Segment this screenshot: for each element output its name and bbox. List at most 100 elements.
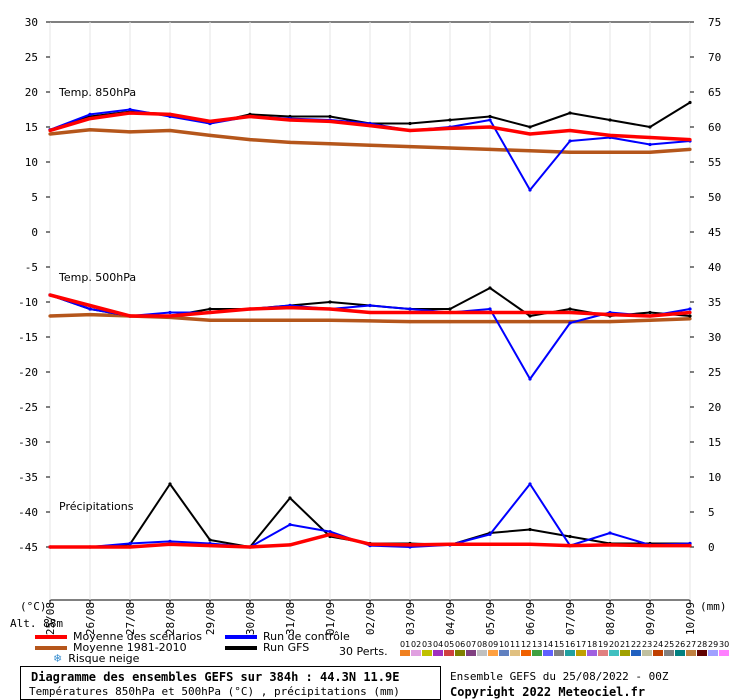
pert-id: 23 <box>642 640 653 649</box>
legend-clim: Moyenne 1981-2010 <box>35 641 187 654</box>
series-point <box>288 118 292 122</box>
right-tick-label: 40 <box>708 261 721 274</box>
legend-mean: Moyenne des scénarios <box>35 630 202 643</box>
series-point <box>688 147 692 151</box>
pert-swatch <box>653 650 663 656</box>
left-tick-label: -35 <box>18 471 38 484</box>
series-point <box>528 314 532 318</box>
pert-id: 18 <box>587 640 598 649</box>
series-point <box>608 133 612 137</box>
pert-id: 27 <box>686 640 697 649</box>
date-label: 09/09 <box>644 602 657 635</box>
left-tick-label: 10 <box>25 156 38 169</box>
pert-id: 13 <box>532 640 543 649</box>
series-point <box>648 135 652 140</box>
series-point <box>128 545 132 549</box>
pert-swatch <box>521 650 531 656</box>
date-label: 31/08 <box>284 602 297 635</box>
series-point <box>168 542 172 546</box>
series-point <box>48 128 52 133</box>
pert-id: 05 <box>444 640 455 649</box>
pert-swatch <box>675 650 685 656</box>
legend-gfs: Run GFS <box>225 641 309 654</box>
series-point <box>328 300 332 304</box>
series-point <box>488 307 492 311</box>
pert-id: 20 <box>609 640 620 649</box>
right-unit: (mm) <box>700 600 727 613</box>
pert-swatch <box>477 650 487 656</box>
pert-id: 10 <box>499 640 510 649</box>
series-point <box>288 543 292 547</box>
date-label: 04/09 <box>444 602 457 635</box>
right-tick-label: 75 <box>708 16 721 29</box>
series-point <box>128 130 132 134</box>
series-point <box>568 310 572 315</box>
series-point <box>488 532 492 537</box>
right-tick-label: 35 <box>708 296 721 309</box>
left-tick-label: -5 <box>25 261 38 274</box>
right-tick-label: 45 <box>708 226 721 239</box>
pert-id: 11 <box>510 640 521 649</box>
series-point <box>528 188 532 192</box>
series-point <box>328 532 332 537</box>
series-point <box>128 107 132 112</box>
series-point <box>328 142 332 146</box>
series-group <box>48 100 692 549</box>
series-point <box>648 318 652 322</box>
series-point <box>88 307 92 311</box>
series-point <box>88 112 92 116</box>
series-point <box>328 119 332 123</box>
series-point <box>528 527 532 532</box>
pert-id: 16 <box>565 640 576 649</box>
series-point <box>408 310 412 315</box>
legend-control-swatch <box>225 635 257 639</box>
series-point <box>248 318 252 322</box>
series-point <box>448 310 452 315</box>
left-tick-label: -30 <box>18 436 38 449</box>
series-point <box>48 132 52 136</box>
series-point <box>168 310 172 315</box>
pert-swatch <box>488 650 498 656</box>
series-point <box>368 319 372 323</box>
right-tick-label: 0 <box>708 541 715 554</box>
pert-swatch <box>532 650 542 656</box>
series-point <box>288 318 292 322</box>
series-point <box>568 150 572 154</box>
date-label: 26/08 <box>84 602 97 635</box>
pert-id: 15 <box>554 640 565 649</box>
series-point <box>568 321 572 325</box>
series-point <box>328 307 332 311</box>
series-point <box>528 149 532 153</box>
series-point <box>408 128 412 133</box>
left-tick-label: -15 <box>18 331 38 344</box>
pert-id: 30 <box>719 640 730 649</box>
legend-control-label: Run de contrôle <box>263 630 350 643</box>
left-tick-label: -40 <box>18 506 38 519</box>
right-tick-label: 60 <box>708 121 721 134</box>
series-point <box>248 307 252 311</box>
legend-control: Run de contrôle <box>225 630 350 643</box>
right-tick-label: 50 <box>708 191 721 204</box>
series-point <box>568 544 572 548</box>
pert-swatch <box>686 650 696 656</box>
legend-gfs-swatch <box>225 646 257 650</box>
series-point <box>168 482 172 486</box>
series-point <box>648 544 652 548</box>
date-label: 08/09 <box>604 602 617 635</box>
series-point <box>328 530 332 534</box>
pert-swatch <box>719 650 729 656</box>
series-point <box>408 543 412 547</box>
series-point <box>88 313 92 317</box>
series-point <box>408 121 412 126</box>
series-point <box>448 320 452 324</box>
series-point <box>528 542 532 546</box>
pert-swatch <box>587 650 597 656</box>
pert-swatch <box>697 650 707 656</box>
pert-swatch <box>499 650 509 656</box>
left-tick-label: 25 <box>25 51 38 64</box>
pert-id: 21 <box>620 640 631 649</box>
series-point <box>368 310 372 315</box>
legend-clim-label: Moyenne 1981-2010 <box>73 641 187 654</box>
pert-id: 29 <box>708 640 719 649</box>
footer-box: Diagramme des ensembles GEFS sur 384h : … <box>20 666 441 700</box>
